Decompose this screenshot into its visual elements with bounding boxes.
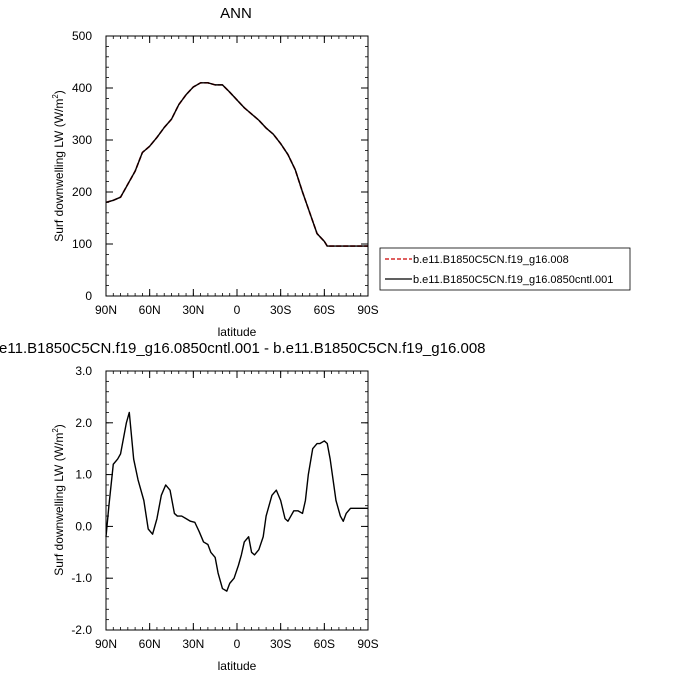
legend-label-series-2: b.e11.B1850C5CN.f19_g16.0850cntl.001 [413, 274, 613, 286]
x-tick-label: 90N [95, 303, 117, 317]
y-tick-label: 1.0 [75, 468, 92, 482]
bottom-chart-y-axis-label-sup: 2 [51, 428, 60, 433]
top-chart-y-axis-label-sup: 2 [51, 94, 60, 99]
top-chart-title: ANN [220, 5, 252, 22]
top-chart-y-axis-label-main: Surf downwelling LW (W/m [52, 99, 66, 242]
x-tick-label: 60N [139, 303, 161, 317]
legend-label-series-1: b.e11.B1850C5CN.f19_g16.008 [413, 254, 569, 266]
series-line-2 [105, 82, 368, 247]
bottom-chart: b.e11.B1850C5CN.f19_g16.0850cntl.001 - b… [0, 340, 485, 673]
x-tick-label: 30S [270, 303, 291, 317]
x-tick-label: 30S [270, 637, 291, 651]
bottom-chart-lines [105, 411, 368, 592]
x-tick-label: 60S [314, 637, 335, 651]
x-tick-label: 90S [357, 303, 378, 317]
top-chart-y-axis-label-close: ) [52, 90, 66, 94]
top-chart-gridticks: 90N 60N 30N 0 30S 60S 90S 0 100 200 300 400 500 [72, 29, 379, 317]
y-tick-label: 100 [72, 237, 92, 251]
top-chart-x-axis-label: latitude [218, 325, 257, 339]
x-tick-label: 0 [234, 637, 241, 651]
x-tick-label: 30N [182, 303, 204, 317]
y-tick-label: 3.0 [75, 364, 92, 378]
x-tick-label: 90S [357, 637, 378, 651]
top-chart-lines [105, 82, 368, 247]
bottom-chart-title: b.e11.B1850C5CN.f19_g16.0850cntl.001 - b… [0, 340, 485, 357]
x-tick-label: 30N [182, 637, 204, 651]
legend-frame [379, 247, 631, 291]
y-tick-label: 400 [72, 81, 92, 95]
top-chart-plot-frame [105, 35, 369, 297]
series-line-1 [105, 411, 368, 592]
y-tick-label: 2.0 [75, 416, 92, 430]
x-tick-label: 90N [95, 637, 117, 651]
y-tick-label: 0.0 [75, 519, 92, 533]
y-tick-label: -1.0 [71, 571, 92, 585]
y-tick-label: 200 [72, 185, 92, 199]
legend: b.e11.B1850C5CN.f19_g16.008 b.e11.B1850C… [379, 247, 631, 291]
y-tick-label: 300 [72, 133, 92, 147]
series-line-1 [105, 82, 368, 247]
bottom-chart-gridticks: 90N 60N 30N 0 30S 60S 90S -2.0 -1.0 0.0 1.0 2.0 3.0 [71, 364, 378, 651]
top-chart: ANN 90N 60N 30N 0 30S 60S 90S0100200300400500 … [51, 5, 631, 339]
top-chart-y-axis-label: Surf downwelling LW (W/m2) [51, 90, 66, 242]
x-tick-label: 60N [139, 637, 161, 651]
y-tick-label: -2.0 [71, 623, 92, 637]
bottom-chart-y-axis-label-close: ) [52, 424, 66, 428]
y-tick-label: 0 [85, 289, 92, 303]
y-tick-label: 500 [72, 29, 92, 43]
bottom-chart-y-axis-label-main: Surf downwelling LW (W/m [52, 433, 66, 576]
bottom-chart-x-axis-label: latitude [218, 659, 257, 673]
x-tick-label: 60S [314, 303, 335, 317]
x-tick-label: 0 [234, 303, 241, 317]
bottom-chart-y-axis-label: Surf downwelling LW (W/m2) [51, 424, 66, 576]
bottom-chart-plot-frame [105, 370, 369, 631]
